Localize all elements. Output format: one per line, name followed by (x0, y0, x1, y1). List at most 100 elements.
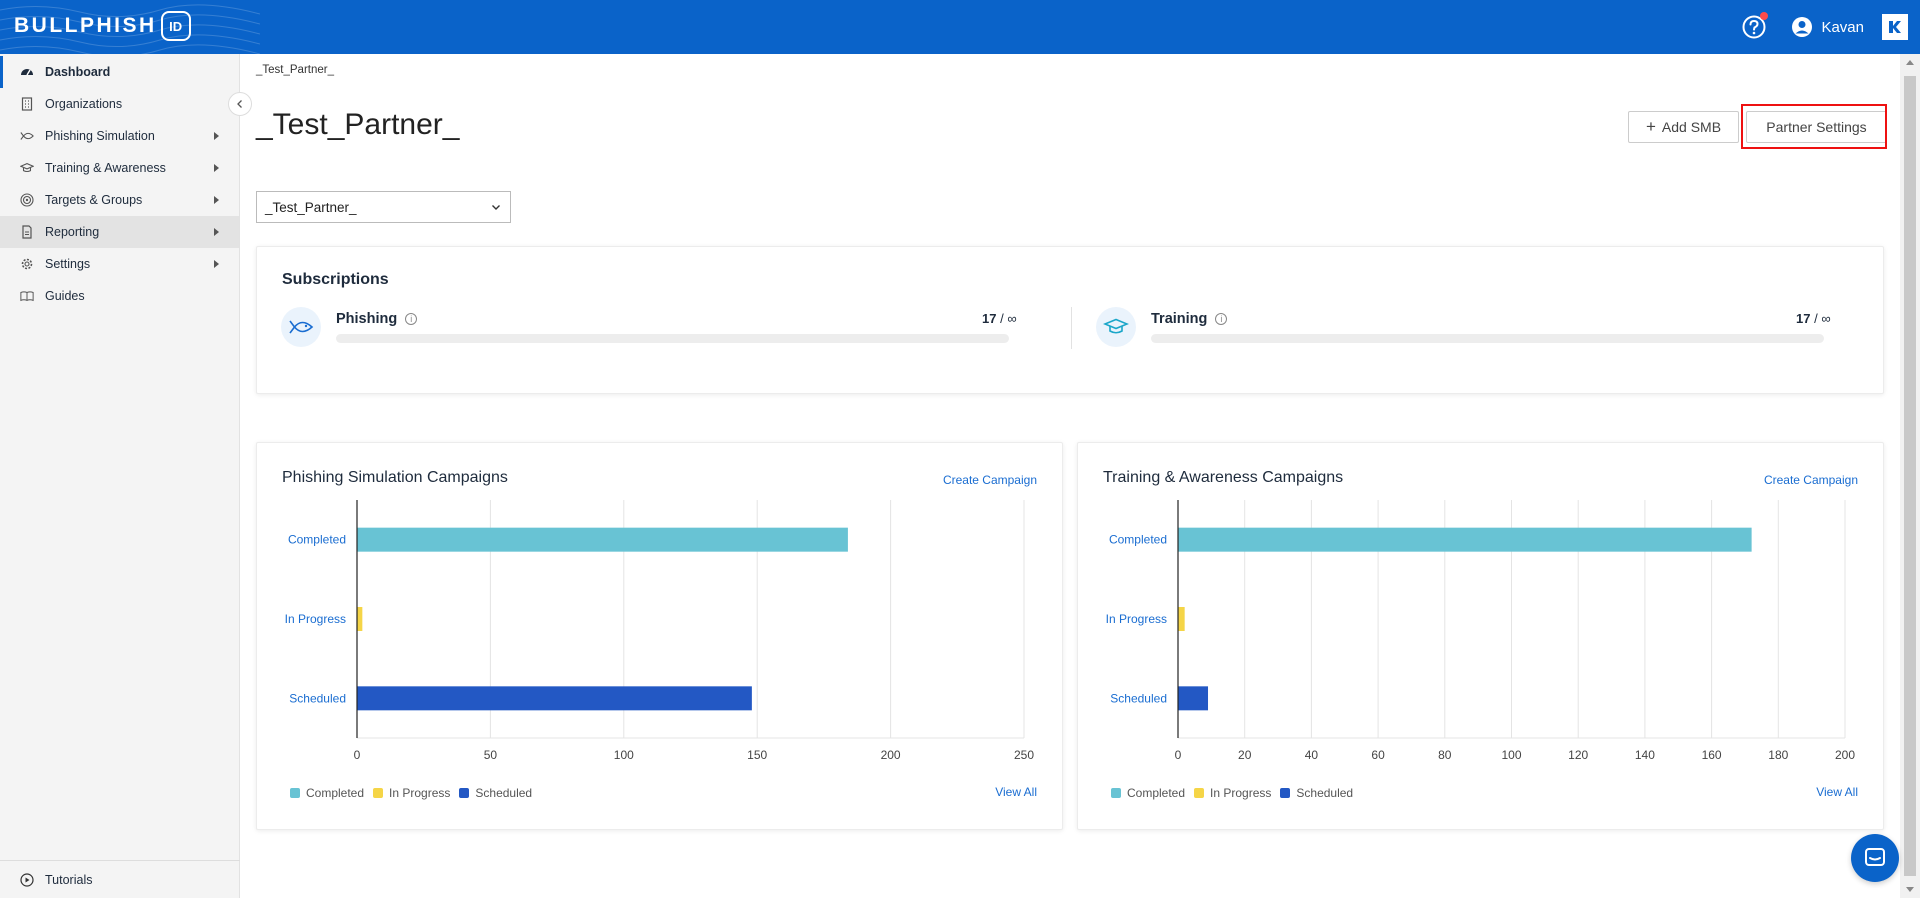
sidebar-collapse-button[interactable] (228, 92, 252, 116)
phishing-campaigns-card: Phishing Simulation Campaigns Create Cam… (256, 442, 1063, 830)
legend-label: Scheduled (475, 786, 533, 800)
legend-swatch (1280, 788, 1291, 798)
x-tick-label: 160 (1702, 748, 1722, 762)
chevron-right-icon (214, 196, 219, 204)
x-tick-label: 0 (1175, 748, 1182, 762)
sidebar-item-settings[interactable]: Settings (0, 248, 239, 280)
sidebar-item-phishing-simulation[interactable]: Phishing Simulation (0, 120, 239, 152)
gear-icon (20, 257, 34, 271)
training-create-campaign-link[interactable]: Create Campaign (1763, 473, 1858, 487)
chevron-down-icon (492, 205, 500, 210)
scroll-down-arrow-icon[interactable] (1906, 887, 1914, 892)
x-tick-label: 140 (1635, 748, 1655, 762)
training-view-all-link[interactable]: View All (1816, 785, 1858, 799)
partner-settings-label: Partner Settings (1766, 119, 1867, 135)
x-tick-label: 20 (1238, 748, 1252, 762)
legend-item-scheduled[interactable]: Scheduled (459, 786, 532, 800)
sidebar-footer-label: Tutorials (45, 872, 93, 887)
target-icon (20, 193, 34, 207)
phishing-create-campaign-link[interactable]: Create Campaign (942, 473, 1037, 487)
training-usage-bar (1151, 334, 1824, 343)
report-icon (20, 225, 34, 239)
legend-item-in-progress[interactable]: In Progress (1194, 786, 1271, 800)
kaseya-app-icon[interactable] (1882, 14, 1908, 40)
legend-item-completed[interactable]: Completed (1111, 786, 1185, 800)
brand-logo[interactable]: BULLPHISH ID (14, 11, 191, 41)
user-name: Kavan (1821, 18, 1864, 36)
dashboard-icon (20, 65, 34, 79)
help-icon[interactable] (1741, 12, 1769, 40)
building-icon (20, 97, 34, 111)
y-category-label: Scheduled (289, 691, 346, 705)
sidebar-item-organizations[interactable]: Organizations (0, 88, 239, 120)
bar-in-progress (1178, 607, 1185, 631)
book-icon (20, 289, 34, 303)
scroll-thumb[interactable] (1904, 76, 1916, 876)
subscription-divider (1071, 307, 1072, 349)
phishing-limit: / ∞ (1000, 311, 1017, 326)
fish-icon (281, 307, 321, 347)
add-smb-button[interactable]: + Add SMB (1628, 111, 1739, 143)
info-icon[interactable]: i (1215, 313, 1228, 326)
sidebar-item-label: Dashboard (45, 65, 111, 79)
sidebar-item-training-awareness[interactable]: Training & Awareness (0, 152, 239, 184)
user-avatar-icon (1792, 17, 1813, 37)
subscriptions-card: Subscriptions Phishing i 17 / ∞ Training i (256, 246, 1884, 394)
x-tick-label: 40 (1305, 748, 1319, 762)
legend-item-in-progress[interactable]: In Progress (373, 786, 450, 800)
brand-id-badge: ID (160, 11, 191, 41)
subscriptions-title: Subscriptions (282, 271, 389, 288)
page-scrollbar[interactable] (1900, 54, 1920, 898)
x-tick-label: 100 (1501, 748, 1521, 762)
phishing-view-all-link[interactable]: View All (995, 785, 1037, 799)
x-tick-label: 80 (1438, 748, 1452, 762)
sidebar-item-label: Guides (45, 289, 85, 303)
sidebar-item-targets-groups[interactable]: Targets & Groups (0, 184, 239, 216)
sidebar-item-label: Phishing Simulation (45, 129, 155, 143)
phishing-chart-legend: Completed In Progress Scheduled (290, 786, 541, 800)
phishing-chart-title: Phishing Simulation Campaigns (282, 469, 508, 486)
sidebar-item-reporting[interactable]: Reporting (0, 216, 239, 248)
y-category-label: Scheduled (1110, 691, 1167, 705)
main-content: _Test_Partner_ _Test_Partner_ + Add SMB … (241, 54, 1900, 898)
partner-settings-button[interactable]: Partner Settings (1746, 111, 1887, 143)
sidebar-item-tutorials[interactable]: Tutorials (0, 860, 240, 898)
fish-icon (20, 129, 34, 143)
training-chart-legend: Completed In Progress Scheduled (1111, 786, 1362, 800)
graduation-cap-icon (1096, 307, 1136, 347)
legend-swatch (1111, 788, 1121, 798)
x-tick-label: 200 (881, 748, 901, 762)
page-title: _Test_Partner_ (256, 108, 460, 141)
legend-item-completed[interactable]: Completed (290, 786, 364, 800)
x-tick-label: 200 (1835, 748, 1855, 762)
chevron-right-icon (214, 132, 219, 140)
user-menu[interactable]: Kavan (1791, 16, 1864, 38)
bar-scheduled (357, 686, 752, 711)
x-tick-label: 180 (1768, 748, 1788, 762)
sidebar-item-dashboard[interactable]: Dashboard (0, 56, 239, 88)
training-subscription: Training i 17 / ∞ (1096, 307, 1846, 352)
training-chart-title: Training & Awareness Campaigns (1103, 469, 1344, 486)
legend-label: Completed (306, 786, 365, 800)
sidebar-item-label: Settings (45, 257, 91, 271)
y-category-label: Completed (1109, 533, 1167, 547)
legend-swatch (1194, 788, 1205, 798)
play-circle-icon (20, 872, 34, 887)
x-tick-label: 60 (1371, 748, 1385, 762)
y-category-label: In Progress (1106, 612, 1167, 626)
info-icon[interactable]: i (405, 313, 418, 326)
legend-item-scheduled[interactable]: Scheduled (1280, 786, 1353, 800)
brand-name: BULLPHISH (14, 14, 157, 37)
x-tick-label: 100 (614, 748, 634, 762)
chevron-right-icon (214, 164, 219, 172)
scroll-up-arrow-icon[interactable] (1906, 60, 1914, 65)
sidebar-item-label: Training & Awareness (45, 161, 166, 175)
breadcrumb[interactable]: _Test_Partner_ (256, 64, 334, 76)
legend-label: Completed (1127, 786, 1186, 800)
sidebar-item-guides[interactable]: Guides (0, 280, 239, 312)
training-subscription-label: Training i (1151, 311, 1228, 327)
plus-icon: + (1645, 117, 1656, 136)
chat-support-button[interactable] (1851, 834, 1899, 882)
partner-select[interactable]: _Test_Partner_ (256, 191, 511, 223)
add-smb-label: Add SMB (1661, 119, 1722, 135)
